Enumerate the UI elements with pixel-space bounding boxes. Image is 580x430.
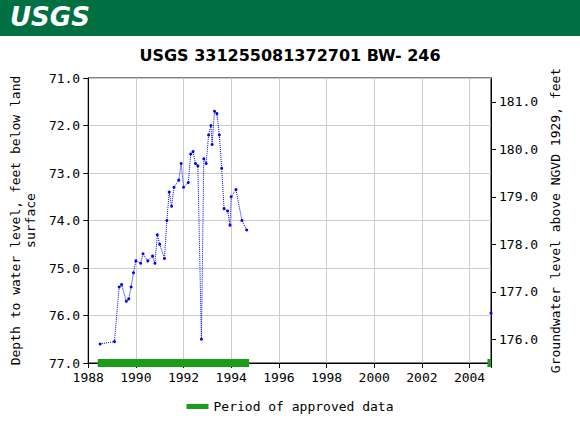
svg-text:Depth to water level, feet bel: Depth to water level, feet below land (8, 76, 23, 366)
svg-text:76.0: 76.0 (49, 308, 80, 323)
svg-text:USGS 331255081372701 BW- 246: USGS 331255081372701 BW- 246 (139, 46, 440, 65)
svg-text:72.0: 72.0 (49, 118, 80, 133)
svg-text:179.0: 179.0 (499, 189, 538, 204)
svg-text:1988: 1988 (73, 370, 104, 385)
svg-text:74.0: 74.0 (49, 213, 80, 228)
svg-text:USGS: USGS (10, 2, 90, 32)
svg-text:75.0: 75.0 (49, 261, 80, 276)
svg-text:77.0: 77.0 (49, 356, 80, 371)
svg-text:71.0: 71.0 (49, 71, 80, 86)
svg-text:1998: 1998 (311, 370, 342, 385)
svg-text:1990: 1990 (120, 370, 151, 385)
svg-text:1992: 1992 (168, 370, 199, 385)
svg-text:2004: 2004 (454, 370, 485, 385)
svg-text:2000: 2000 (359, 370, 390, 385)
svg-text:181.0: 181.0 (499, 94, 538, 109)
svg-text:180.0: 180.0 (499, 142, 538, 157)
svg-text:Groundwater level above NGVD 1: Groundwater level above NGVD 1929, feet (548, 68, 563, 373)
svg-text:73.0: 73.0 (49, 166, 80, 181)
svg-text:surface: surface (23, 193, 38, 248)
svg-text:1996: 1996 (263, 370, 294, 385)
svg-text:176.0: 176.0 (499, 332, 538, 347)
svg-text:1994: 1994 (216, 370, 247, 385)
svg-text:Period of approved data: Period of approved data (213, 399, 393, 414)
svg-text:177.0: 177.0 (499, 284, 538, 299)
svg-text:2002: 2002 (406, 370, 437, 385)
svg-text:178.0: 178.0 (499, 237, 538, 252)
